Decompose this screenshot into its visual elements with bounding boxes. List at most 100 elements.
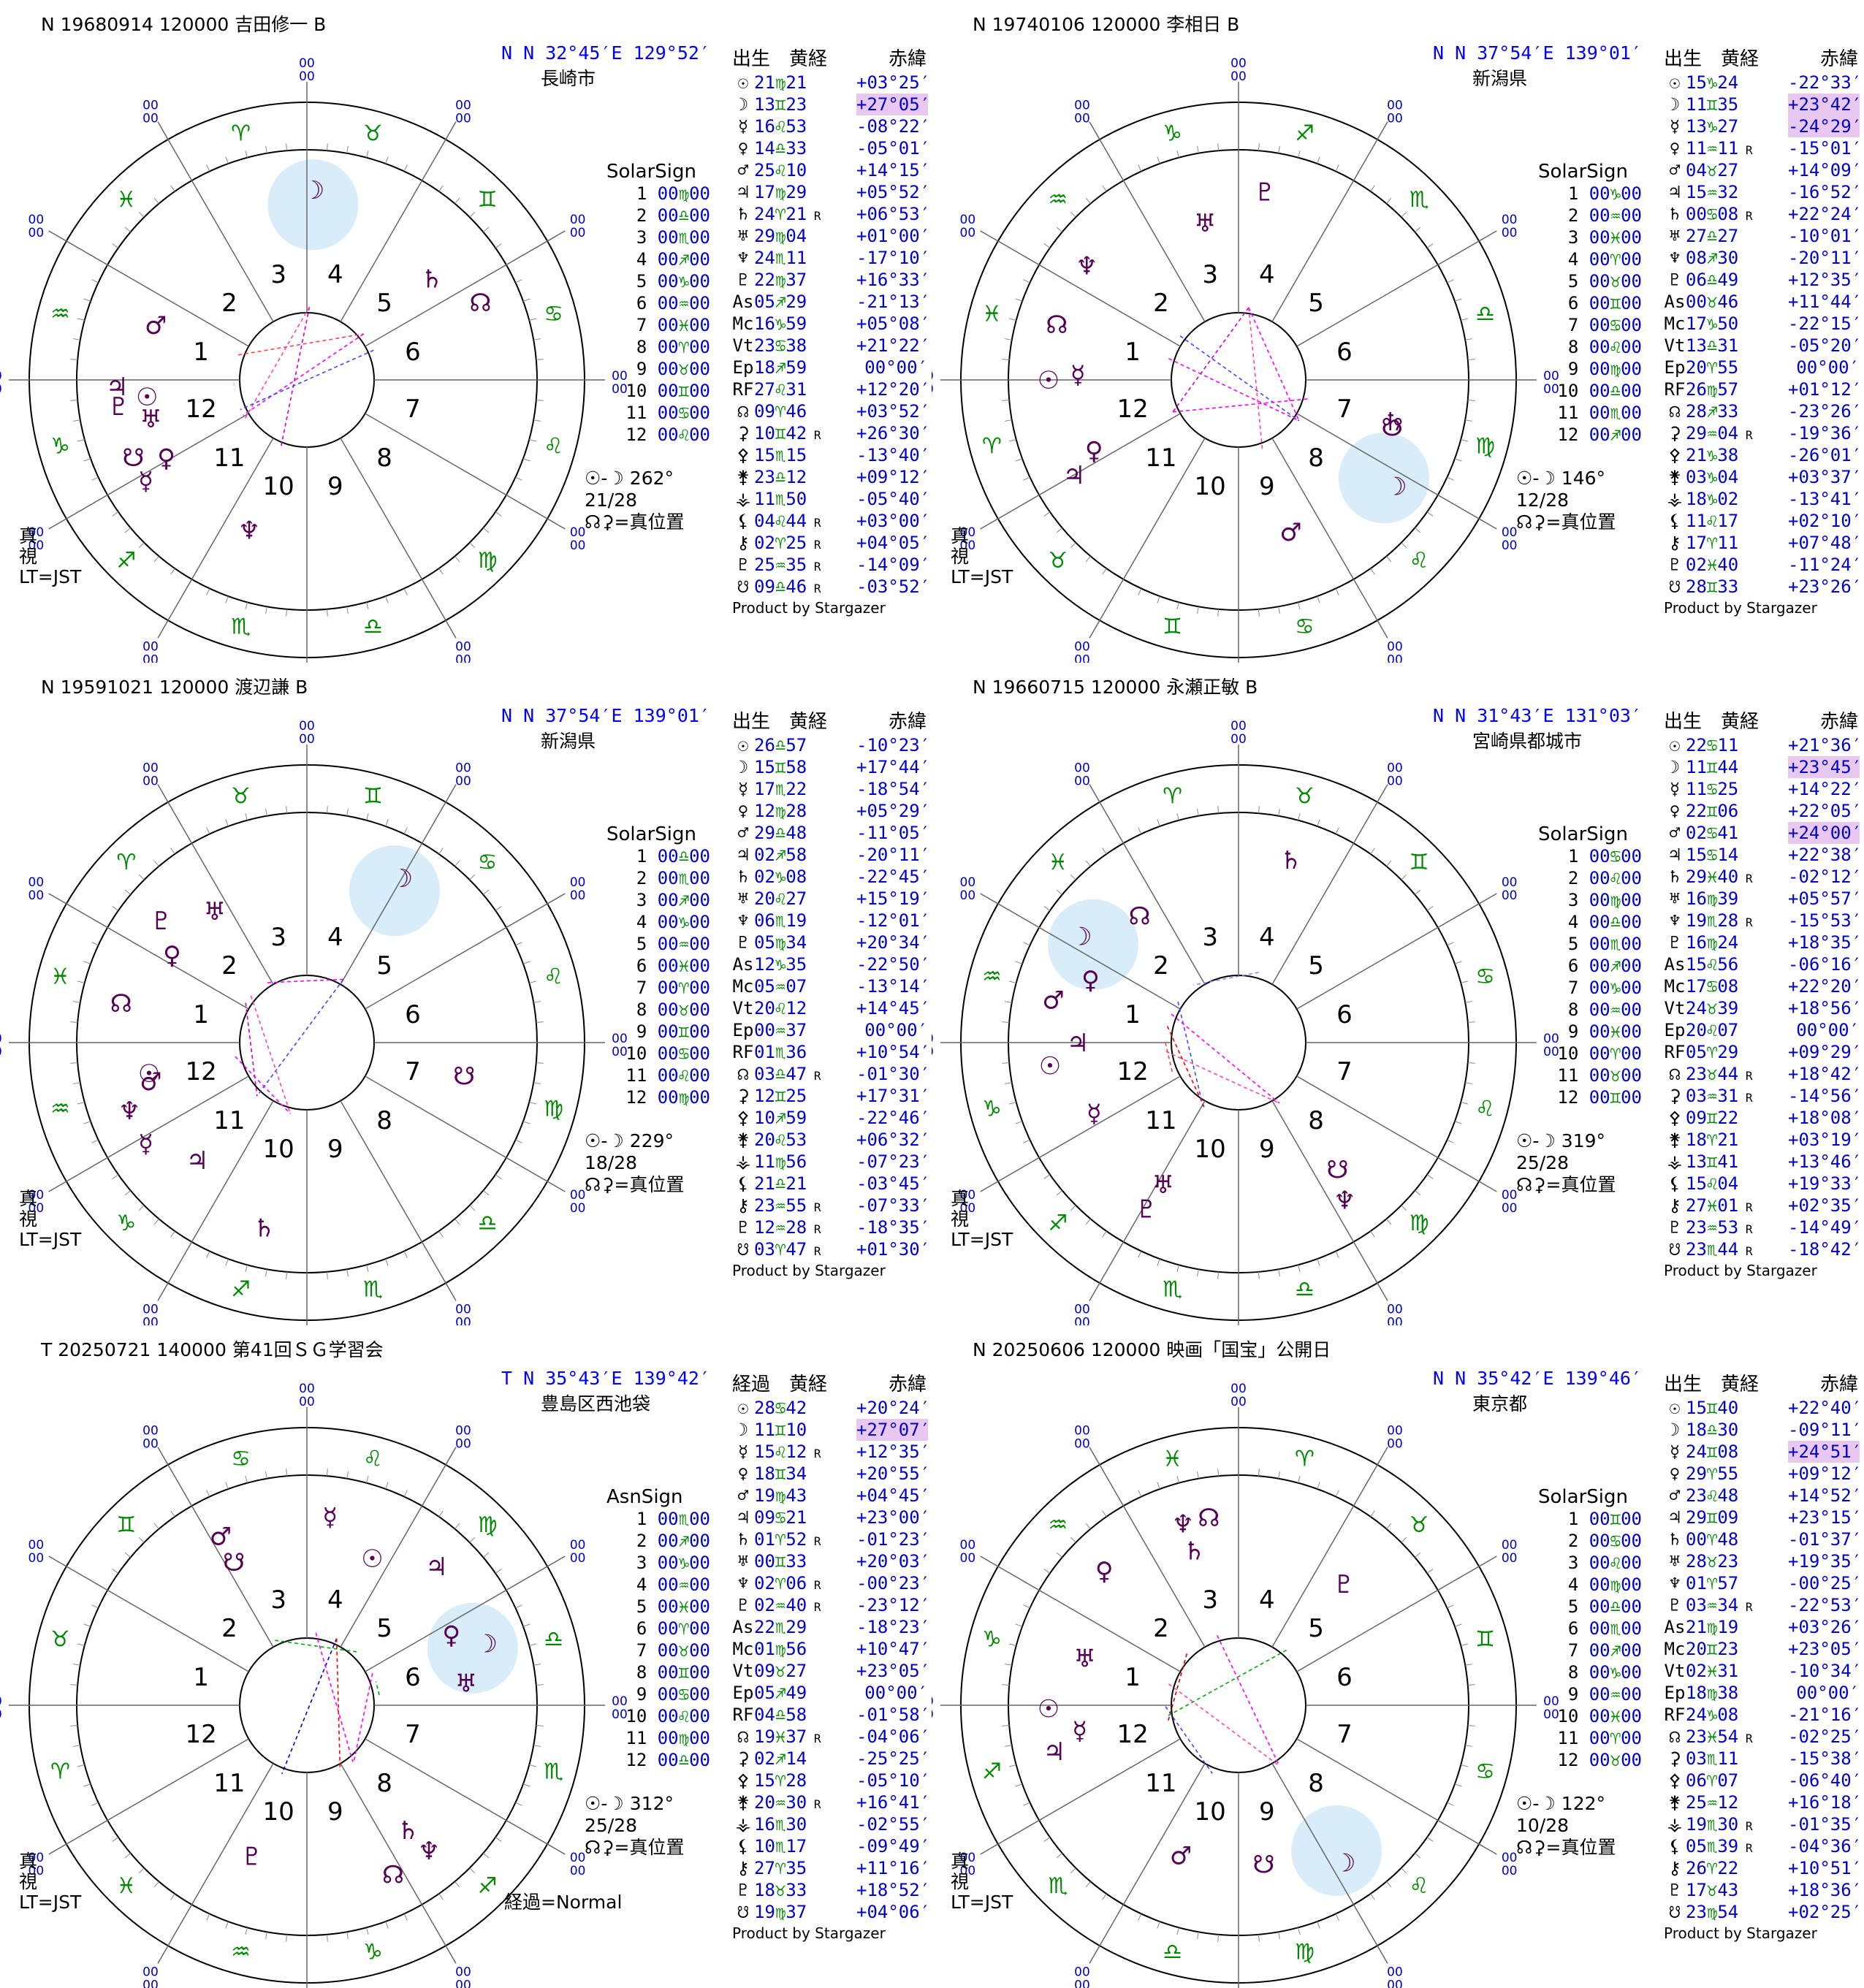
longitude-sign: ♉ bbox=[775, 1880, 786, 1900]
degree-tick bbox=[1004, 1001, 1012, 1003]
table-row: ♀ 18♊34 +20°55′ bbox=[732, 1463, 930, 1485]
cusp-degree-label: 00 bbox=[455, 761, 471, 775]
house-sign-minute: 00 bbox=[1621, 999, 1642, 1020]
planet-glyph: ☋ bbox=[122, 443, 144, 473]
degree-tick bbox=[1138, 1251, 1142, 1258]
table-row: ♆ 01♈57 -00°25′ bbox=[1664, 1572, 1862, 1594]
house-sign-degree: 00 bbox=[657, 403, 679, 423]
longitude-sign: ♈ bbox=[1706, 1858, 1718, 1878]
corner-settings: 真視 LT=JST bbox=[951, 1189, 1013, 1250]
table-row: As22♏29 -18°23′ bbox=[732, 1616, 931, 1638]
longitude-sign: ♉ bbox=[1706, 1880, 1718, 1900]
house-number: 5 bbox=[1308, 1614, 1324, 1643]
table-row: ♅ 28♉23 +19°35′ bbox=[1664, 1550, 1862, 1572]
longitude-degree: 04 bbox=[754, 1705, 775, 1725]
degree-tick bbox=[112, 243, 119, 248]
degree-tick bbox=[1447, 1604, 1454, 1609]
declination-value: +14°09′ bbox=[1788, 160, 1863, 180]
degree-tick bbox=[1197, 1269, 1199, 1277]
cusp-minute-label: 00 bbox=[1074, 1979, 1090, 1988]
degree-tick bbox=[522, 298, 530, 302]
degree-tick bbox=[1386, 1218, 1392, 1225]
cusp-minute-label: 00 bbox=[1502, 1201, 1518, 1216]
longitude-sign: ♍ bbox=[775, 801, 786, 821]
longitude-minute: 28 bbox=[785, 1770, 807, 1791]
place-name: 豊島区西池袋 bbox=[541, 1393, 651, 1414]
body-glyph: As bbox=[1664, 292, 1686, 312]
longitude-sign: ♓ bbox=[1706, 1195, 1718, 1216]
aspect-line bbox=[1193, 972, 1259, 986]
table-row: RF26♍57 +01°12′ bbox=[1664, 378, 1863, 400]
house-sign-row: 7 00♉00 bbox=[585, 1639, 710, 1661]
longitude-degree: 12 bbox=[754, 801, 775, 821]
house-sign-minute: 00 bbox=[1621, 1662, 1642, 1683]
house-sign-degree: 00 bbox=[1589, 1750, 1610, 1770]
house-sign-row: 6 00♈00 bbox=[585, 1618, 710, 1639]
declination-value: +18°08′ bbox=[1788, 1108, 1863, 1128]
degree-tick bbox=[1157, 1921, 1160, 1929]
corner-setting-line: LT=JST bbox=[951, 1892, 1013, 1913]
cusp-degree-label: 00 bbox=[28, 213, 45, 227]
longitude-minute: 11 bbox=[785, 248, 807, 268]
house-sign-glyph: ♓ bbox=[1610, 1706, 1621, 1726]
longitude-minute: 43 bbox=[1717, 1880, 1739, 1900]
degree-tick bbox=[1008, 1102, 1016, 1105]
longitude-degree: 02 bbox=[1686, 555, 1707, 575]
degree-tick bbox=[1447, 942, 1454, 946]
corner-setting-line: 真 bbox=[19, 1188, 38, 1209]
node-mode: ☊⚳=真位置 bbox=[585, 1837, 685, 1858]
degree-tick bbox=[245, 1475, 248, 1483]
house-number: 2 bbox=[221, 951, 237, 980]
planet-glyph: ☉ bbox=[361, 1545, 383, 1574]
degree-tick bbox=[1370, 848, 1375, 855]
longitude-minute: 50 bbox=[1717, 313, 1739, 334]
cusp-minute-label: 00 bbox=[960, 538, 976, 553]
degree-tick bbox=[1176, 1475, 1179, 1483]
declination-value: +21°22′ bbox=[856, 335, 931, 356]
degree-tick bbox=[1467, 1724, 1475, 1726]
longitude-sign: ♏ bbox=[775, 445, 786, 465]
degree-tick bbox=[533, 338, 541, 340]
longitude-sign: ♌ bbox=[775, 511, 786, 531]
table-row: ☉ 22♋11 +21°36′ bbox=[1664, 734, 1862, 756]
cusp-degree-label: 00 bbox=[299, 719, 315, 734]
declination-value: +17°44′ bbox=[856, 757, 931, 777]
longitude-sign: ♍ bbox=[775, 1902, 786, 1922]
body-glyph: ♆ bbox=[737, 910, 749, 931]
table-row: ♆ 02♈06 R -00°23′ bbox=[732, 1572, 930, 1594]
longitude-minute: 53 bbox=[785, 116, 807, 137]
house-index: 10 bbox=[625, 1706, 658, 1726]
house-index: 1 bbox=[636, 183, 658, 204]
house-sign-row: 6 00♓00 bbox=[585, 955, 710, 977]
longitude-sign: ♌ bbox=[1706, 954, 1718, 975]
node-mode: ☊⚳=真位置 bbox=[1516, 511, 1616, 533]
declination-value: -06°40′ bbox=[1788, 1770, 1863, 1791]
longitude-sign: ♊ bbox=[1706, 1442, 1718, 1462]
cusp-degree-label: 00 bbox=[1502, 525, 1518, 540]
house-number: 1 bbox=[1125, 1000, 1141, 1029]
longitude-minute: 40 bbox=[1717, 555, 1739, 575]
table-row: ⚳ 02♐14 -25°25′ bbox=[732, 1748, 930, 1770]
corner-setting-line: 真 bbox=[19, 1851, 38, 1872]
body-glyph: Mc bbox=[732, 313, 754, 334]
longitude-minute: 56 bbox=[785, 1151, 807, 1172]
cusp-degree-label: 00 bbox=[455, 1303, 471, 1317]
longitude-degree: 15 bbox=[1686, 845, 1707, 865]
cusp-degree-label: 00 bbox=[299, 1382, 315, 1396]
house-cusp-line bbox=[157, 784, 274, 985]
house-index: 9 bbox=[1567, 1021, 1589, 1042]
table-row: ⚳ 10♊42 R +26°30′ bbox=[732, 422, 930, 444]
house-number: 7 bbox=[405, 1057, 421, 1086]
declination-value: +05°29′ bbox=[856, 801, 931, 821]
table-row: ☽ 11♊44 +23°45′ bbox=[1664, 756, 1862, 778]
longitude-minute: 48 bbox=[1717, 1529, 1739, 1550]
moon-highlight bbox=[1291, 1805, 1382, 1896]
house-sign-degree: 00 bbox=[657, 293, 679, 313]
house-index: 5 bbox=[1567, 934, 1589, 954]
degree-tick bbox=[385, 1258, 389, 1266]
longitude-degree: 12 bbox=[754, 954, 775, 975]
longitude-degree: 29 bbox=[754, 226, 775, 246]
degree-tick bbox=[1401, 874, 1407, 880]
body-glyph: ⚸ bbox=[737, 1836, 750, 1856]
cusp-degree-label: 00 bbox=[612, 369, 628, 384]
